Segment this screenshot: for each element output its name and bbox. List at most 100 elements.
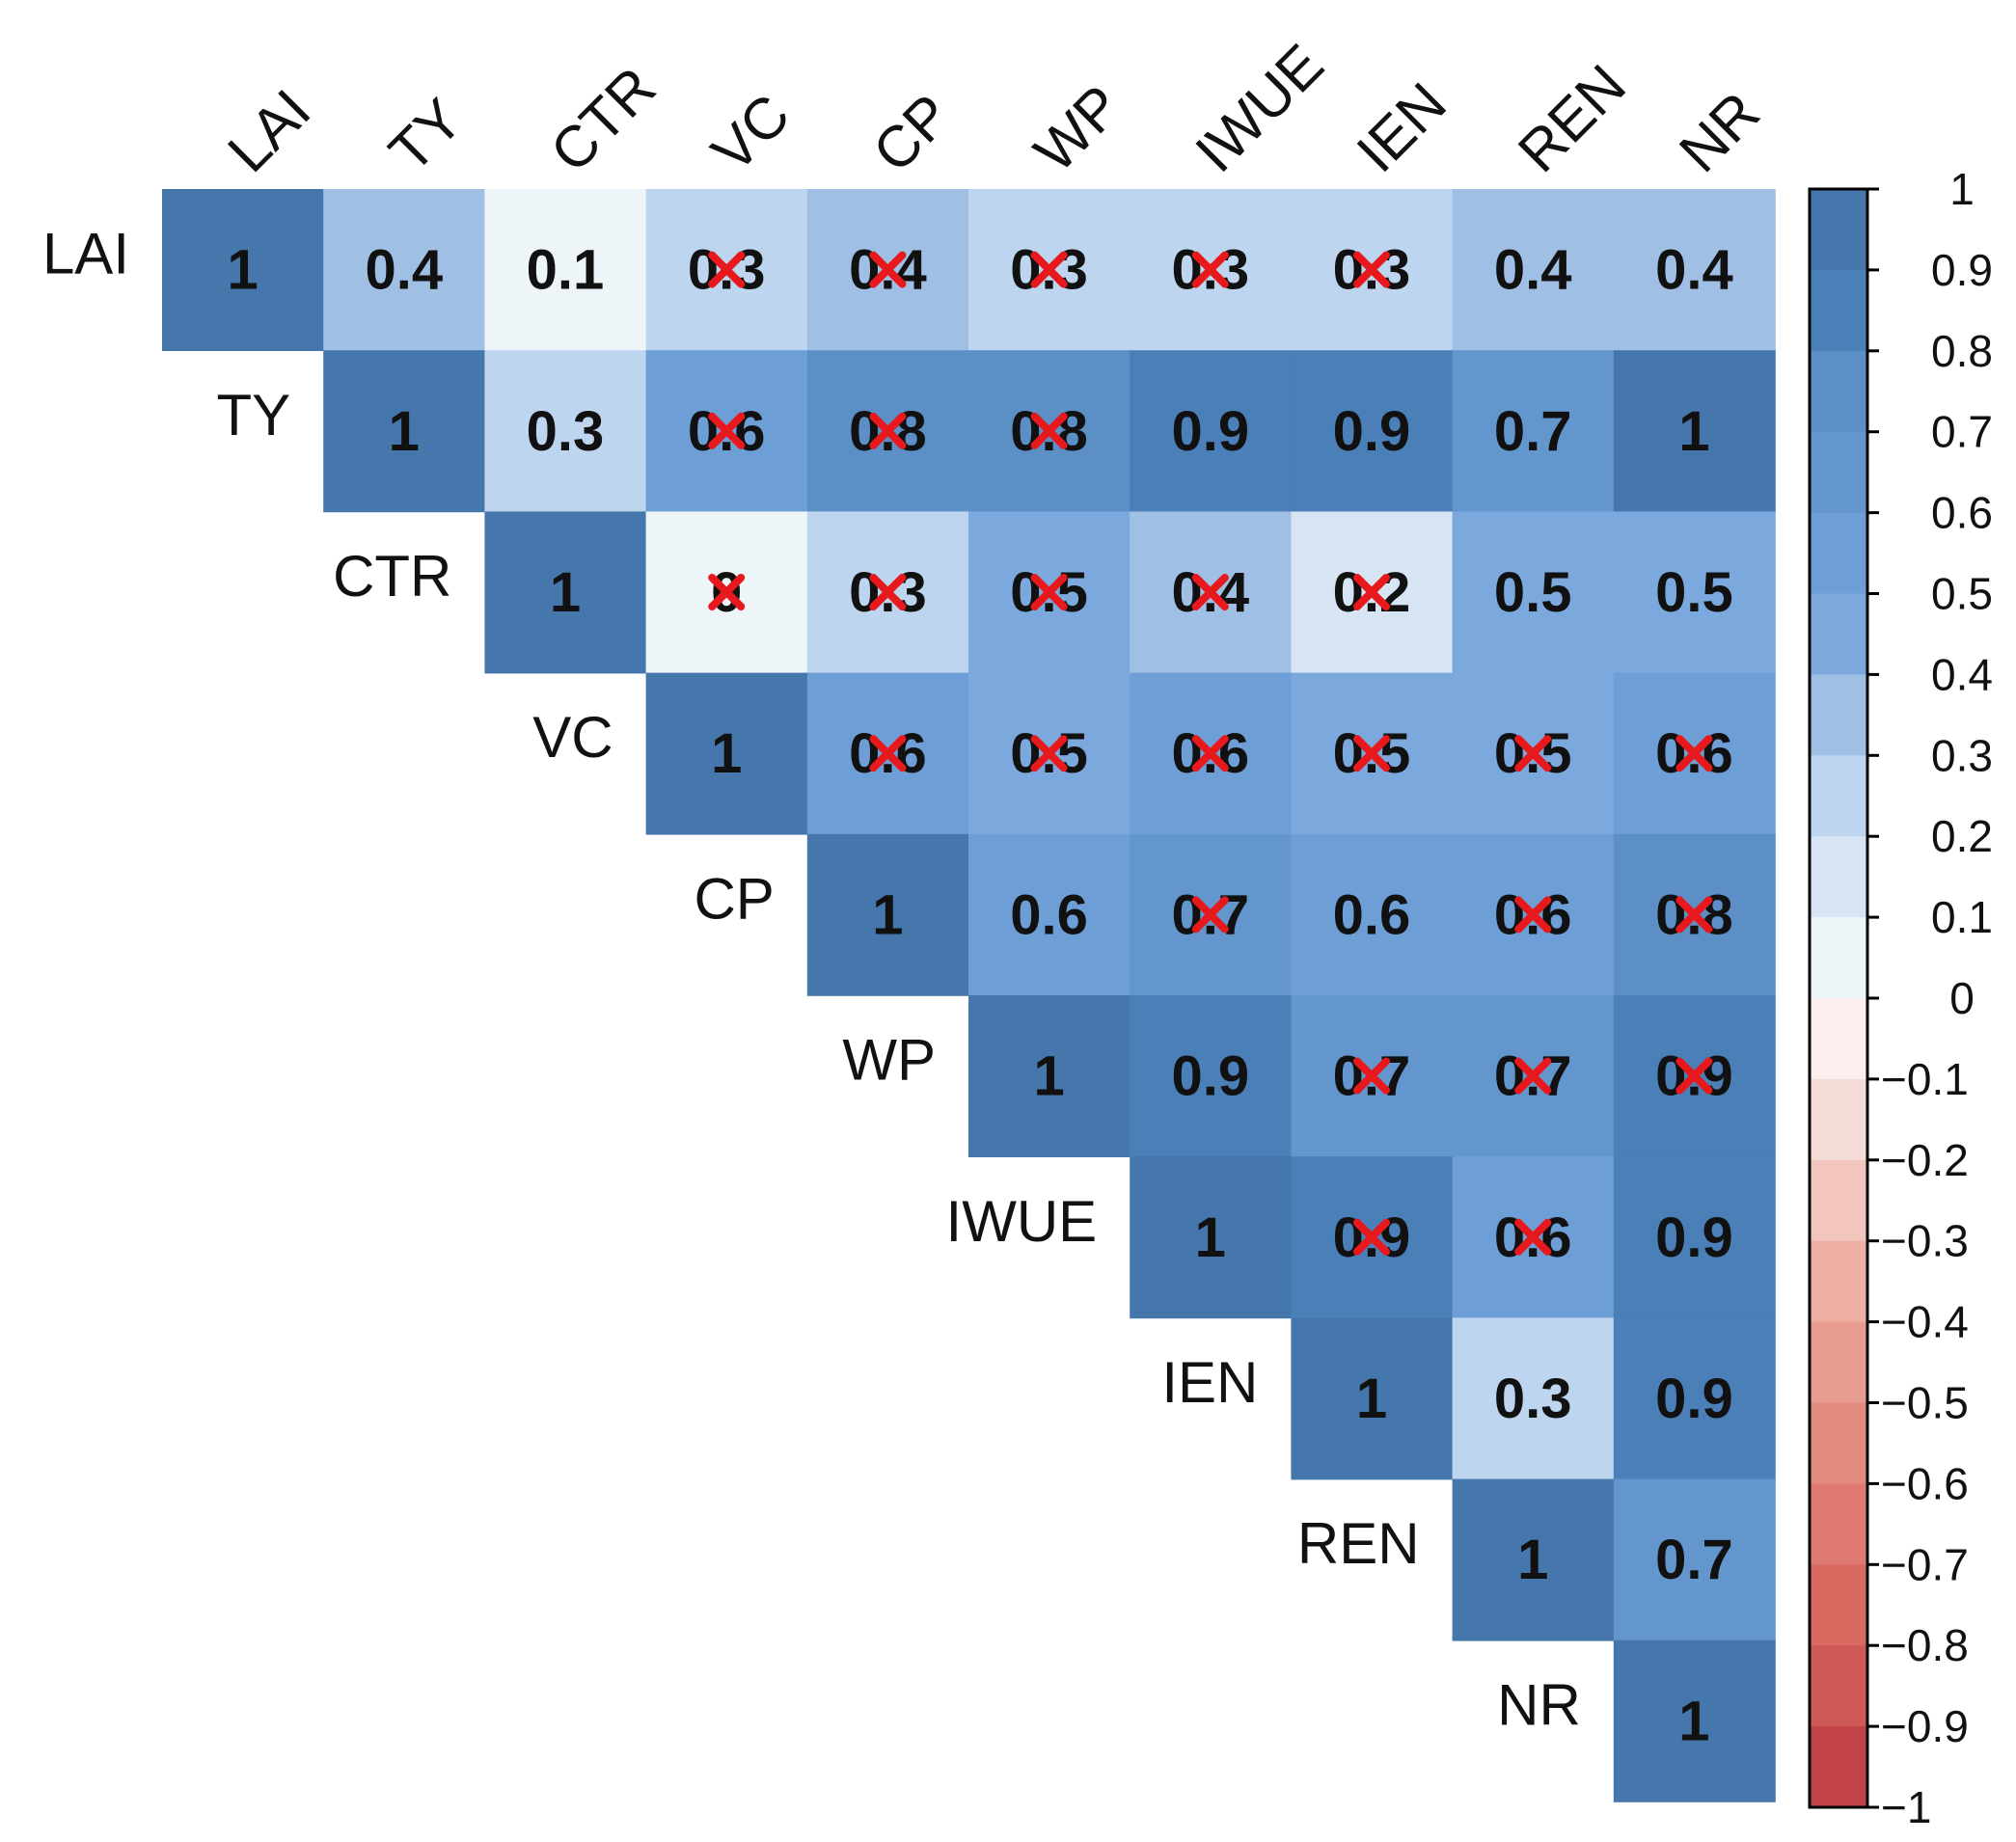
colorbar-tick-label: 0.8 — [1931, 326, 1993, 376]
cell-value-TY-IWUE: 0.9 — [1171, 400, 1249, 463]
insignificant-cross-LAI-WP — [1030, 251, 1068, 288]
heatmap-cell-TY-TY — [323, 350, 486, 513]
cell-value-LAI-CTR: 0.1 — [527, 239, 605, 302]
colorbar-tick-label: −0.4 — [1881, 1297, 1969, 1347]
cell-value-IWUE-NR: 0.9 — [1655, 1206, 1733, 1269]
colorbar-tick-label: −1 — [1881, 1782, 1931, 1832]
insignificant-cross-VC-IWUE — [1191, 735, 1229, 772]
insignificant-cross-WP-REN — [1514, 1057, 1552, 1095]
column-label-WP: WP — [1022, 72, 1133, 184]
insignificant-cross-CP-REN — [1514, 896, 1552, 934]
cell-value-TY-NR: 1 — [1678, 400, 1709, 463]
heatmap-cell-IWUE-IWUE — [1130, 1156, 1293, 1319]
cell-value-TY-REN: 0.7 — [1494, 400, 1572, 463]
colorbar-tick-label: 0.5 — [1931, 569, 1993, 619]
heatmap-cell-LAI-CTR — [484, 189, 647, 351]
heatmap-cell-IEN-REN — [1452, 1317, 1615, 1480]
heatmap-cell-CTR-REN — [1452, 511, 1615, 674]
row-label-CTR: CTR — [333, 544, 451, 609]
row-label-IWUE: IWUE — [946, 1189, 1098, 1254]
cell-value-VC-VC: 1 — [711, 722, 742, 785]
colorbar-segment — [1810, 512, 1867, 595]
insignificant-cross-CP-NR — [1675, 896, 1713, 934]
column-label-VC: VC — [699, 82, 802, 184]
cell-value-REN-NR: 0.7 — [1655, 1529, 1733, 1591]
colorbar-tick-label: 0.3 — [1931, 730, 1993, 780]
colorbar-tick-label: −0.8 — [1881, 1620, 1969, 1670]
row-label-CP: CP — [694, 866, 774, 931]
cell-value-WP-WP: 1 — [1033, 1045, 1064, 1108]
colorbar-segment — [1810, 1402, 1867, 1485]
heatmap-cell-LAI-LAI — [162, 189, 324, 351]
colorbar-tick-label: 0.6 — [1931, 488, 1993, 538]
colorbar-segment — [1810, 1726, 1867, 1808]
insignificant-cross-LAI-CP — [869, 251, 907, 288]
colorbar-tick-label: −0.7 — [1881, 1539, 1969, 1589]
heatmap-cell-NR-NR — [1613, 1639, 1776, 1802]
insignificant-cross-TY-VC — [708, 412, 746, 449]
cell-value-IEN-REN: 0.3 — [1494, 1368, 1572, 1430]
colorbar-tick-label: 0.1 — [1931, 892, 1993, 942]
heatmap-cell-IEN-NR — [1613, 1317, 1776, 1480]
column-label-CTR: CTR — [538, 55, 668, 185]
cell-value-TY-IEN: 0.9 — [1333, 400, 1411, 463]
insignificant-cross-LAI-VC — [708, 251, 746, 288]
colorbar-segment — [1810, 1321, 1867, 1404]
row-label-IEN: IEN — [1161, 1350, 1258, 1415]
cell-value-CTR-CTR: 1 — [550, 561, 581, 624]
heatmap-cell-TY-NR — [1613, 350, 1776, 513]
colorbar-tick-label: 0.9 — [1931, 245, 1993, 295]
colorbar-segment — [1810, 1240, 1867, 1323]
colorbar-tick-label: −0.3 — [1881, 1216, 1969, 1266]
heatmap-cell-LAI-TY — [323, 189, 486, 351]
insignificant-cross-CTR-CP — [869, 574, 907, 610]
colorbar-segment — [1810, 917, 1867, 999]
heatmap-cell-IWUE-NR — [1613, 1156, 1776, 1319]
column-label-NR: NR — [1667, 80, 1772, 185]
cell-value-IWUE-IWUE: 1 — [1195, 1206, 1226, 1269]
heatmap-cell-LAI-NR — [1613, 189, 1776, 351]
colorbar-tick-label: −0.6 — [1881, 1458, 1969, 1508]
insignificant-cross-VC-WP — [1030, 735, 1068, 772]
cell-value-LAI-NR: 0.4 — [1655, 239, 1733, 302]
heatmap-cell-IEN-IEN — [1291, 1317, 1454, 1480]
colorbar-segment — [1810, 269, 1867, 352]
colorbar-tick-label: −0.9 — [1881, 1701, 1969, 1751]
colorbar-tick-label: 0.2 — [1931, 811, 1993, 861]
column-label-TY: TY — [377, 87, 476, 185]
row-label-NR: NR — [1497, 1672, 1581, 1737]
heatmap-cell-CP-WP — [968, 833, 1131, 996]
insignificant-cross-CTR-IEN — [1353, 574, 1390, 610]
insignificant-cross-CTR-VC — [708, 574, 746, 610]
cell-value-NR-NR: 1 — [1678, 1690, 1709, 1752]
cell-value-WP-IWUE: 0.9 — [1171, 1045, 1249, 1108]
heatmap-cell-CP-CP — [806, 833, 969, 996]
insignificant-cross-VC-CP — [869, 735, 907, 772]
heatmap-cell-TY-IWUE — [1130, 350, 1293, 513]
cell-value-LAI-REN: 0.4 — [1494, 239, 1572, 302]
insignificant-cross-LAI-IEN — [1353, 251, 1390, 288]
row-label-LAI: LAI — [42, 222, 129, 286]
colorbar-segment — [1810, 350, 1867, 433]
cell-value-TY-CTR: 0.3 — [527, 400, 605, 463]
row-label-REN: REN — [1297, 1511, 1420, 1576]
colorbar-tick-label: −0.1 — [1881, 1054, 1969, 1104]
row-label-VC: VC — [532, 705, 613, 770]
heatmap-cells: 10.40.10.30.40.30.30.30.40.410.30.60.80.… — [162, 189, 1776, 1802]
colorbar-tick-label: 1 — [1949, 164, 1975, 214]
colorbar-segment — [1810, 1564, 1867, 1646]
cell-value-LAI-TY: 0.4 — [365, 239, 443, 302]
cell-value-CP-IEN: 0.6 — [1333, 883, 1411, 946]
heatmap-cell-REN-NR — [1613, 1478, 1776, 1641]
column-label-REN: REN — [1506, 52, 1638, 184]
colorbar-segment — [1810, 1483, 1867, 1566]
colorbar-segment — [1810, 674, 1867, 757]
column-label-IEN: IEN — [1345, 70, 1458, 184]
cell-value-TY-TY: 1 — [389, 400, 420, 463]
insignificant-cross-TY-CP — [869, 412, 907, 449]
heatmap-cell-WP-WP — [968, 995, 1131, 1157]
cell-value-REN-REN: 1 — [1517, 1529, 1548, 1591]
insignificant-cross-WP-IEN — [1353, 1057, 1390, 1095]
heatmap-cell-VC-VC — [645, 672, 808, 835]
insignificant-cross-CTR-WP — [1030, 574, 1068, 610]
